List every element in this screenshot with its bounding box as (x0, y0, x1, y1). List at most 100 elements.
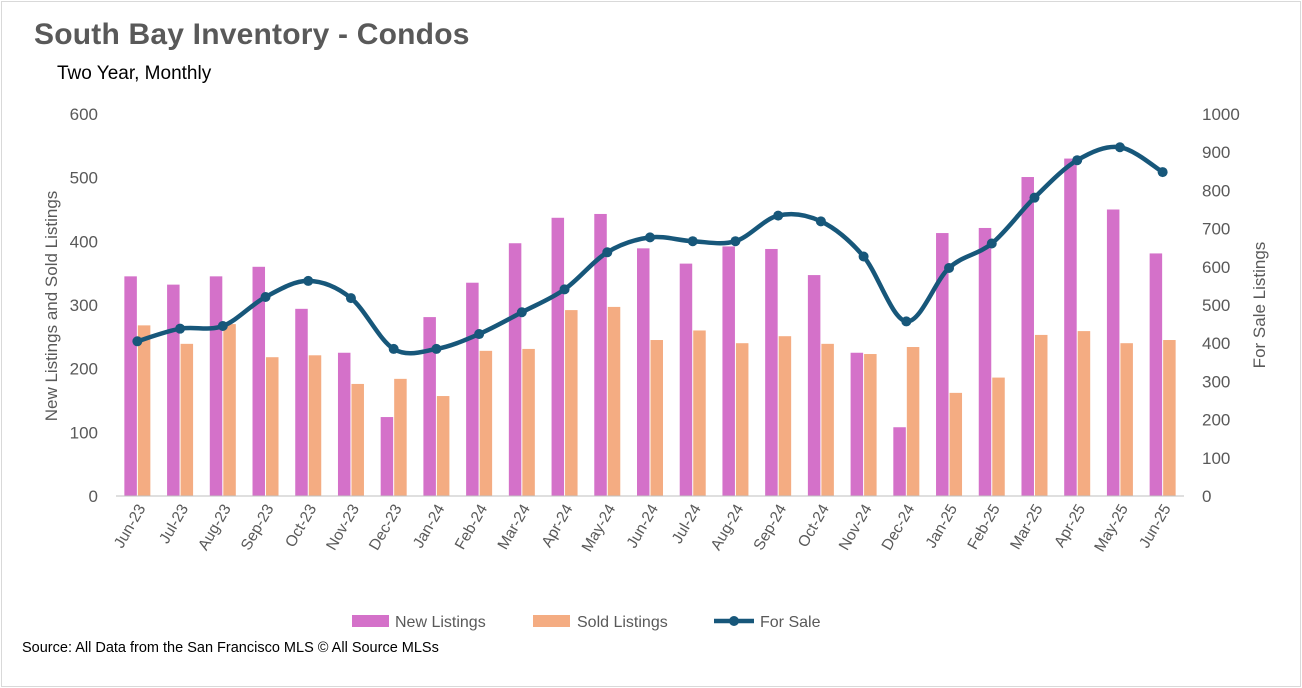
x-tick-label: Jan-24 (410, 501, 449, 551)
bar-new-listings (337, 352, 351, 496)
point-for-sale (388, 343, 399, 354)
bar-new-listings (807, 275, 821, 496)
bar-sold-listings (565, 310, 578, 496)
right-axis-tick-label: 400 (1202, 334, 1230, 353)
legend-swatch-new-listings (352, 615, 389, 627)
x-tick-label: May-24 (579, 501, 620, 555)
right-axis: 0 100 200 300 400 500 600 700 800 900 1000 (1202, 105, 1240, 506)
bar-new-listings (380, 417, 394, 496)
bar-new-listings (1106, 209, 1120, 496)
right-axis-tick-label: 700 (1202, 220, 1230, 239)
point-for-sale (217, 321, 228, 332)
bar-new-listings (765, 248, 778, 496)
point-for-sale (1072, 155, 1083, 166)
x-tick-label: Jan-25 (923, 502, 961, 552)
x-tick-label: Oct-23 (282, 502, 320, 551)
right-axis-title: For Sale Listings (1250, 242, 1269, 369)
left-axis-tick-label: 0 (89, 487, 98, 506)
for-sale-line-group (132, 142, 1168, 356)
point-for-sale (303, 275, 314, 286)
point-for-sale (132, 336, 143, 347)
bar-new-listings (850, 352, 864, 496)
x-tick-label: Dec-23 (366, 502, 406, 554)
x-tick-label: Jun-23 (111, 502, 149, 552)
bar-new-listings (936, 233, 949, 496)
x-tick-label: Aug-24 (708, 501, 748, 553)
bar-sold-listings (479, 350, 493, 496)
point-for-sale (260, 291, 271, 302)
right-axis-tick-label: 1000 (1202, 105, 1240, 124)
left-axis-tick-label: 600 (70, 105, 98, 124)
point-for-sale (516, 307, 527, 318)
legend-label-sold-listings: Sold Listings (577, 614, 668, 631)
x-tick-label: Feb-24 (452, 501, 491, 552)
right-axis-tick-label: 300 (1202, 372, 1230, 391)
point-for-sale (345, 293, 356, 304)
right-axis-tick-label: 0 (1202, 487, 1211, 506)
bar-sold-listings (607, 306, 621, 496)
point-for-sale (944, 262, 955, 273)
point-for-sale (602, 247, 613, 258)
point-for-sale (474, 329, 485, 340)
point-for-sale (773, 210, 784, 221)
point-for-sale (1029, 192, 1040, 203)
bar-new-listings (124, 276, 137, 496)
point-for-sale (431, 343, 442, 354)
bar-sold-listings (266, 357, 279, 496)
series-line-for-sale (136, 144, 1164, 356)
bar-sold-listings (735, 343, 749, 496)
point-for-sale (901, 316, 912, 327)
bar-new-listings (1021, 177, 1034, 496)
x-tick-label: Oct-24 (795, 501, 833, 550)
right-axis-tick-label: 900 (1202, 143, 1230, 162)
x-tick-label: Mar-25 (1007, 502, 1046, 553)
point-for-sale (1114, 142, 1125, 153)
point-for-sale (986, 238, 997, 249)
right-axis-tick-label: 500 (1202, 296, 1230, 315)
bar-new-listings (594, 213, 607, 496)
point-for-sale (645, 232, 655, 243)
right-axis-tick-label: 100 (1202, 449, 1230, 468)
x-tick-label: Jun-25 (1136, 502, 1174, 552)
point-for-sale (730, 236, 741, 247)
x-tick-label: Apr-25 (1051, 502, 1089, 551)
bar-sold-listings (223, 324, 236, 496)
bar-sold-listings (1034, 334, 1048, 496)
point-for-sale (687, 236, 698, 247)
bar-new-listings (1064, 158, 1077, 497)
legend-label-new-listings: New Listings (395, 614, 486, 631)
bar-sold-listings (308, 355, 322, 496)
legend-swatch-sold-listings (533, 615, 570, 627)
bar-sold-listings (693, 330, 706, 496)
bar-sold-listings (949, 392, 963, 496)
bar-new-listings (679, 263, 693, 496)
left-axis-tick-label: 400 (70, 232, 98, 251)
x-tick-label: Nov-24 (836, 501, 876, 553)
left-axis-tick-label: 200 (70, 360, 98, 379)
bar-sold-listings (394, 378, 407, 496)
bar-new-listings (167, 284, 180, 496)
bars-group (124, 158, 1176, 497)
legend-marker-for-sale (729, 616, 739, 626)
bar-new-listings (423, 317, 436, 496)
bar-new-listings (637, 248, 650, 496)
x-tick-label: Sep-23 (238, 502, 278, 554)
bar-new-listings (252, 266, 266, 496)
bar-new-listings (508, 243, 522, 496)
point-for-sale (858, 251, 869, 262)
x-tick-label: May-25 (1091, 502, 1132, 555)
right-axis-tick-label: 800 (1202, 181, 1230, 200)
chart-title: South Bay Inventory - Condos (34, 18, 470, 51)
x-tick-label: Jul-23 (156, 502, 192, 547)
source-note: Source: All Data from the San Francisco … (22, 640, 439, 656)
left-axis-tick-label: 100 (70, 423, 98, 442)
bar-sold-listings (650, 340, 663, 496)
right-axis-tick-label: 200 (1202, 411, 1230, 430)
bar-sold-listings (137, 325, 151, 496)
bar-sold-listings (864, 354, 877, 496)
bar-new-listings (893, 427, 906, 496)
x-tick-label: Jun-24 (624, 501, 663, 551)
bar-sold-listings (1163, 340, 1176, 496)
left-axis-tick-label: 500 (70, 169, 98, 188)
